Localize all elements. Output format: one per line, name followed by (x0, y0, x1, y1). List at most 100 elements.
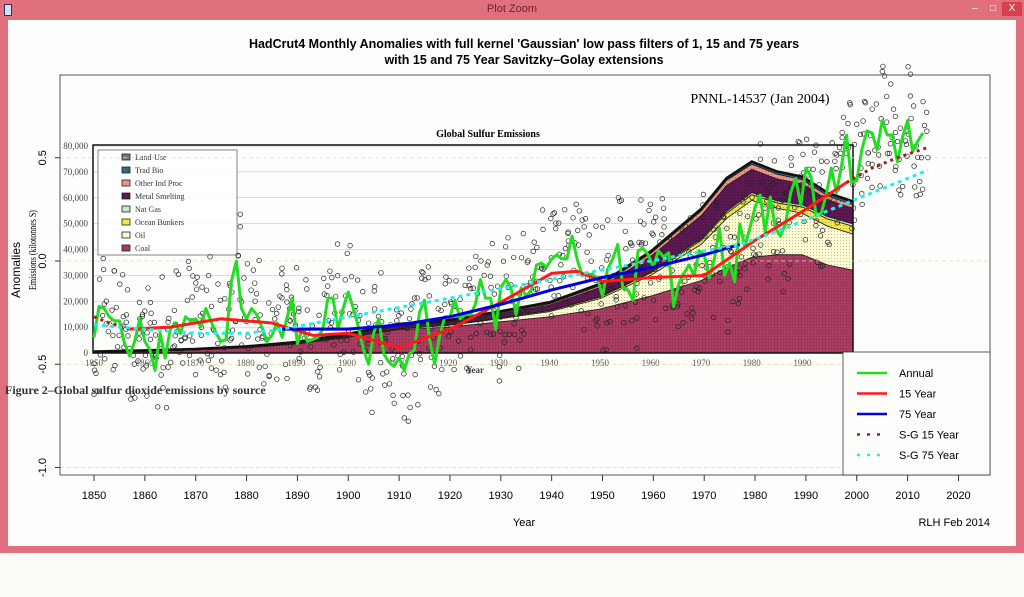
data-point (296, 308, 302, 315)
data-point (252, 298, 258, 304)
data-point (646, 207, 652, 214)
data-point (771, 158, 778, 164)
data-point (785, 275, 791, 282)
data-point (417, 356, 424, 363)
data-point (617, 216, 623, 222)
data-point (427, 384, 434, 390)
data-point (466, 275, 473, 282)
inset-legend-swatch (121, 205, 131, 213)
data-point (415, 402, 421, 408)
data-point (500, 258, 507, 264)
data-point (737, 272, 743, 278)
data-point (553, 220, 559, 226)
data-point (123, 319, 129, 325)
data-point (147, 336, 154, 342)
data-point (163, 405, 170, 411)
data-point (700, 191, 707, 198)
data-point (348, 273, 355, 280)
data-point (813, 142, 819, 148)
data-point (91, 391, 97, 397)
data-point (861, 98, 868, 105)
data-point (834, 220, 841, 226)
data-point (363, 389, 369, 395)
data-point (648, 280, 654, 286)
data-point (399, 353, 405, 360)
data-point (865, 150, 871, 156)
data-point (836, 144, 843, 151)
data-point (503, 244, 509, 250)
data-point (551, 293, 557, 299)
data-point (588, 258, 594, 264)
maximize-button[interactable]: □ (989, 3, 997, 14)
data-point (682, 278, 688, 284)
data-point (442, 281, 448, 287)
data-point (699, 262, 705, 269)
data-point (818, 158, 825, 164)
data-point (879, 68, 885, 75)
data-point (689, 315, 695, 322)
data-point (788, 155, 794, 161)
data-point (407, 404, 413, 411)
data-point (824, 158, 830, 165)
data-point (860, 118, 866, 124)
data-point (886, 150, 893, 157)
data-point (797, 139, 803, 146)
data-point (881, 73, 888, 79)
data-point (123, 312, 130, 318)
data-point (638, 197, 644, 203)
data-point (467, 347, 474, 353)
y-tick-label: 0.5 (37, 150, 49, 165)
data-point (323, 336, 330, 342)
data-point (651, 219, 657, 225)
data-point (792, 204, 798, 211)
minimize-button[interactable]: – (972, 3, 978, 14)
data-point (747, 181, 754, 187)
inset-y-tick-label: 60,000 (63, 193, 88, 203)
data-point (135, 358, 141, 364)
data-point (185, 258, 192, 265)
data-point (618, 197, 625, 203)
data-point (609, 286, 615, 292)
data-point (647, 201, 653, 207)
plot-frame (59, 74, 991, 476)
inset-legend-label: Trad Bio (135, 166, 163, 175)
data-point (679, 228, 686, 234)
data-point (386, 381, 393, 387)
data-point (877, 183, 883, 189)
data-point (277, 293, 283, 299)
data-point (420, 270, 426, 276)
data-point (857, 131, 864, 138)
data-point (390, 392, 396, 398)
data-point (826, 241, 832, 247)
close-button[interactable]: X (1002, 2, 1022, 16)
data-point (604, 320, 610, 326)
data-point (735, 301, 742, 307)
inset-x-tick-label: 1930 (490, 358, 509, 368)
data-point (315, 369, 321, 375)
data-point (205, 357, 211, 363)
data-point (419, 269, 425, 275)
data-point (207, 254, 213, 260)
data-point (884, 119, 890, 125)
inset-caption: Figure 2–Global sulfur dioxide emissions… (5, 383, 266, 397)
data-point (678, 289, 685, 295)
data-point (221, 369, 227, 376)
data-point (327, 268, 333, 274)
data-point (576, 208, 582, 214)
data-point (284, 375, 290, 382)
x-tick-label: 1880 (234, 490, 258, 502)
data-point (780, 197, 786, 204)
data-point (171, 343, 178, 349)
data-point (189, 294, 195, 300)
data-point (166, 315, 172, 322)
data-point (382, 382, 388, 388)
data-point (918, 155, 925, 161)
data-point (342, 277, 348, 283)
data-point (642, 240, 649, 246)
chart-subtitle: with 15 and 75 Year Savitzky–Golay exten… (383, 53, 663, 67)
data-point (400, 392, 406, 399)
data-point (802, 237, 809, 243)
data-point (275, 304, 281, 310)
data-point (316, 312, 322, 318)
data-point (308, 344, 314, 350)
